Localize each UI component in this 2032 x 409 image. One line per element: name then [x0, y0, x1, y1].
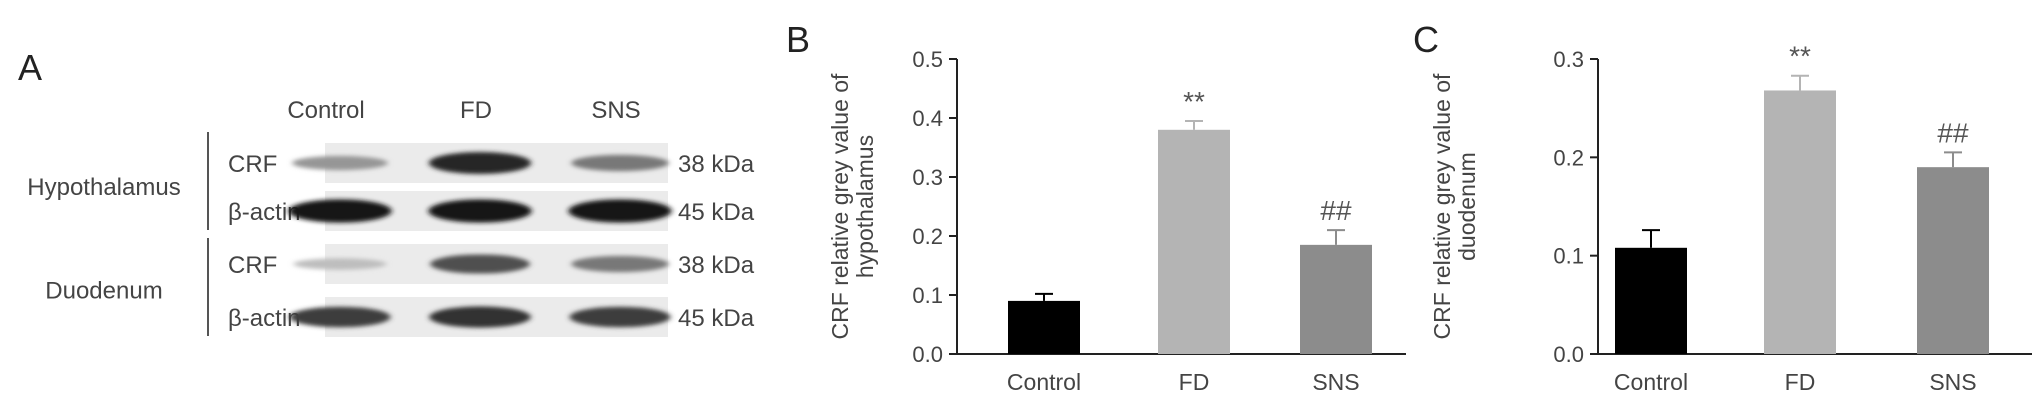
- bar: [1008, 300, 1080, 354]
- y-axis-label: hypothalamus: [852, 135, 878, 278]
- blot-band: [571, 255, 669, 273]
- bar: [1917, 167, 1989, 354]
- protein-label: β-actin: [228, 305, 301, 332]
- significance-mark: ##: [1320, 195, 1352, 226]
- y-tick-label: 0.0: [912, 342, 943, 367]
- blot-band: [568, 199, 672, 223]
- band-size-label: 45 kDa: [678, 199, 755, 226]
- y-axis-label: CRF relative grey value of: [827, 73, 853, 339]
- y-tick-label: 0.2: [912, 224, 943, 249]
- x-tick-label: FD: [1179, 369, 1210, 395]
- lane-label: SNS: [591, 97, 640, 124]
- y-axis-label: CRF relative grey value of: [1429, 73, 1455, 339]
- blot-band: [430, 254, 530, 274]
- blot-band: [571, 154, 669, 172]
- lane-label: FD: [460, 97, 492, 124]
- bar: [1158, 129, 1230, 354]
- y-tick-label: 0.1: [912, 283, 943, 308]
- y-tick-label: 0.2: [1553, 145, 1584, 170]
- blot-band: [292, 155, 388, 171]
- protein-label: CRF: [228, 151, 277, 178]
- panel-a-western-blot: A Control FD SNS Hypothalamus CRF 38 kDa β-acti…: [18, 47, 755, 337]
- y-axis-label: duodenum: [1454, 152, 1480, 261]
- blot-band: [428, 152, 532, 174]
- y-tick-label: 0.1: [1553, 244, 1584, 269]
- panel-c-chart: C 0.0 0.1 0.2 0.3 CRF relative grey value of d…: [1413, 19, 2032, 395]
- panel-letter: C: [1413, 19, 1439, 60]
- blot-band: [288, 199, 392, 223]
- significance-mark: **: [1789, 41, 1811, 72]
- blot-band: [293, 258, 387, 270]
- y-tick-label: 0.3: [912, 165, 943, 190]
- lane-label: Control: [287, 97, 364, 124]
- protein-label: CRF: [228, 252, 277, 279]
- tissue-label: Hypothalamus: [27, 174, 180, 201]
- blot-band: [289, 306, 391, 328]
- blot-band: [429, 306, 531, 328]
- significance-mark: **: [1183, 86, 1205, 117]
- bar: [1764, 90, 1836, 354]
- y-tick-label: 0.5: [912, 47, 943, 72]
- band-size-label: 38 kDa: [678, 151, 755, 178]
- panel-a-letter: A: [18, 47, 42, 88]
- y-tick-label: 0.0: [1553, 342, 1584, 367]
- x-tick-label: SNS: [1929, 369, 1976, 395]
- y-tick-label: 0.4: [912, 106, 943, 131]
- bar: [1300, 244, 1372, 354]
- blot-band: [428, 199, 532, 223]
- x-tick-label: Control: [1007, 369, 1081, 395]
- tissue-label: Duodenum: [45, 278, 162, 305]
- x-tick-label: SNS: [1312, 369, 1359, 395]
- x-tick-label: Control: [1614, 369, 1688, 395]
- x-tick-label: FD: [1785, 369, 1816, 395]
- blot-band: [569, 306, 671, 328]
- band-size-label: 38 kDa: [678, 252, 755, 279]
- panel-b-chart: B 0.0 0.1 0.2 0.3 0.4 0.5 CRF relative grey val…: [786, 19, 1406, 395]
- panel-letter: B: [786, 19, 810, 60]
- band-size-label: 45 kDa: [678, 305, 755, 332]
- significance-mark: ##: [1937, 117, 1969, 148]
- bar: [1615, 247, 1687, 354]
- protein-label: β-actin: [228, 199, 301, 226]
- y-tick-label: 0.3: [1553, 47, 1584, 72]
